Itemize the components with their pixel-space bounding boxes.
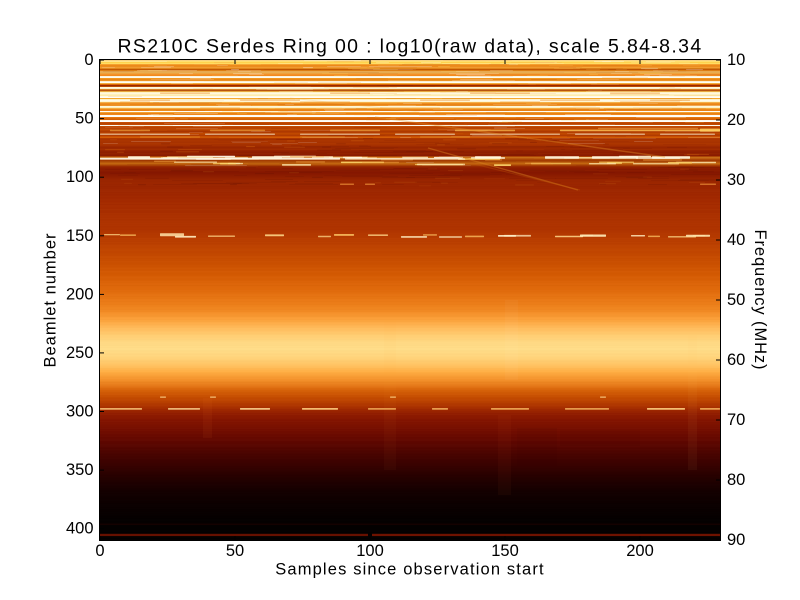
svg-text:0: 0 xyxy=(95,542,104,560)
svg-text:0: 0 xyxy=(84,51,93,69)
svg-text:400: 400 xyxy=(66,520,94,538)
svg-text:10: 10 xyxy=(727,51,745,69)
svg-text:60: 60 xyxy=(727,351,745,369)
svg-text:70: 70 xyxy=(727,411,745,429)
svg-text:50: 50 xyxy=(75,110,93,128)
svg-text:300: 300 xyxy=(66,403,94,421)
svg-text:100: 100 xyxy=(356,542,384,560)
svg-text:150: 150 xyxy=(491,542,519,560)
svg-text:Beamlet number: Beamlet number xyxy=(42,232,60,367)
svg-text:50: 50 xyxy=(226,542,244,560)
svg-text:RS210C Serdes Ring 00 : log10(: RS210C Serdes Ring 00 : log10(raw data),… xyxy=(117,36,702,58)
svg-text:250: 250 xyxy=(66,344,94,362)
svg-text:150: 150 xyxy=(66,227,94,245)
svg-text:30: 30 xyxy=(727,171,745,189)
svg-text:350: 350 xyxy=(66,461,94,479)
svg-text:50: 50 xyxy=(727,291,745,309)
svg-text:40: 40 xyxy=(727,231,745,249)
svg-text:Frequency (MHz): Frequency (MHz) xyxy=(751,230,769,371)
svg-text:200: 200 xyxy=(626,542,654,560)
svg-text:90: 90 xyxy=(727,531,745,549)
svg-text:200: 200 xyxy=(66,285,94,303)
svg-text:20: 20 xyxy=(727,111,745,129)
svg-text:80: 80 xyxy=(727,471,745,489)
svg-text:Samples since observation star: Samples since observation start xyxy=(275,561,545,579)
svg-text:100: 100 xyxy=(66,168,94,186)
